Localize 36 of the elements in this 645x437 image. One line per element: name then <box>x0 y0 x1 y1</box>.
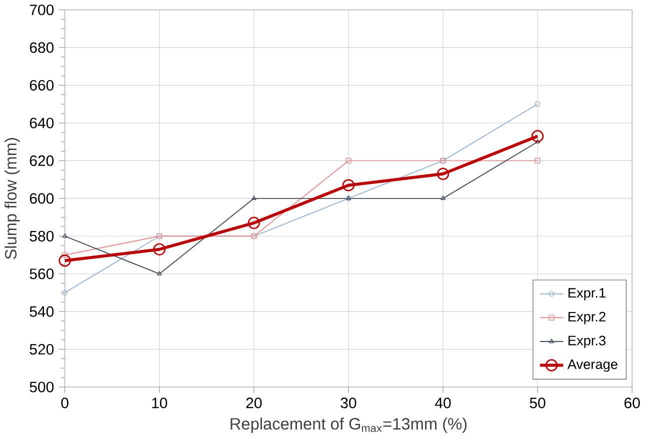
x-tick-label: 60 <box>624 397 640 408</box>
y-axis-title: Slump flow (mm) <box>4 138 20 259</box>
point <box>346 158 352 164</box>
point <box>342 178 355 192</box>
y-tick-label: 700 <box>30 4 54 15</box>
point <box>251 195 256 200</box>
x-tick-label: 50 <box>530 397 546 408</box>
y-tick-label: 500 <box>30 381 54 392</box>
point <box>436 168 450 180</box>
x-tick-label: 20 <box>246 397 262 408</box>
point <box>58 254 71 267</box>
point <box>62 252 68 258</box>
point <box>534 158 540 164</box>
y-tick-label: 560 <box>30 268 54 279</box>
legend-label: Average <box>567 359 618 372</box>
legend-label: Expr.3 <box>568 336 606 348</box>
y-tick-label: 640 <box>30 118 54 128</box>
point <box>248 216 260 229</box>
point <box>531 130 544 142</box>
legend-label: Expr.1 <box>568 288 606 300</box>
x-tick-label: 0 <box>61 397 68 408</box>
x-tick-label: 30 <box>340 397 356 408</box>
y-tick-label: 660 <box>30 80 54 90</box>
point <box>440 195 446 200</box>
legend-label: Expr.2 <box>568 312 606 324</box>
y-tick-label: 680 <box>30 42 54 53</box>
y-tick-label: 620 <box>30 155 54 166</box>
point <box>156 270 162 276</box>
y-tick-label: 600 <box>30 192 54 204</box>
y-tick-label: 580 <box>30 230 54 242</box>
x-tick-label: 40 <box>435 397 451 408</box>
x-tick-label: 10 <box>152 397 168 408</box>
point <box>153 242 166 256</box>
y-tick-label: 540 <box>30 306 54 317</box>
x-axis-title: Replacement of G$_{max}$=13mm (%) <box>230 417 467 433</box>
y-tick-label: 520 <box>30 344 54 354</box>
